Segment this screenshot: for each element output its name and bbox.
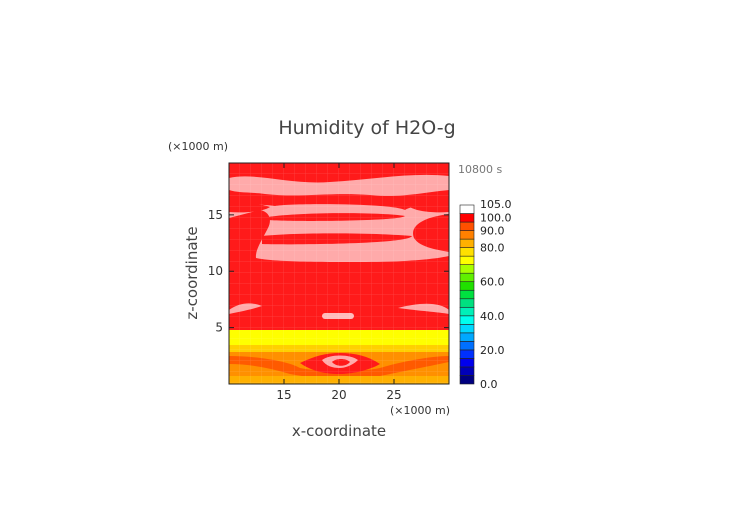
y-axis-ticks: 5 10 15 bbox=[208, 208, 449, 335]
colorbar-swatch bbox=[459, 298, 475, 308]
colorbar-swatch bbox=[459, 230, 475, 240]
colorbar-swatch bbox=[459, 281, 475, 291]
colorbar-swatch bbox=[459, 332, 475, 342]
y-axis-label: z-coordinate bbox=[183, 226, 201, 319]
colorbar-swatch bbox=[459, 247, 475, 257]
y-unit-label: (×1000 m) bbox=[168, 140, 228, 153]
colorbar-swatch bbox=[459, 349, 475, 359]
contour-field bbox=[229, 163, 449, 384]
colorbar-swatch bbox=[459, 272, 475, 283]
y-tick-label: 10 bbox=[208, 264, 223, 278]
colorbar-swatch bbox=[459, 221, 475, 231]
colorbar-swatch bbox=[459, 289, 475, 300]
colorbar-tick-label: 40.0 bbox=[480, 310, 505, 323]
colorbar-tick-label: 60.0 bbox=[480, 276, 505, 289]
colorbar-swatch bbox=[459, 341, 475, 351]
colorbar-swatch bbox=[459, 358, 475, 368]
y-tick-label: 15 bbox=[208, 208, 223, 222]
x-axis-label: x-coordinate bbox=[292, 422, 386, 440]
colorbar-swatch bbox=[459, 213, 475, 223]
x-tick-label: 25 bbox=[386, 388, 401, 402]
x-tick-label: 20 bbox=[331, 388, 346, 402]
colorbar-swatch bbox=[459, 306, 475, 317]
colorbar-tick-label: 100.0 bbox=[480, 212, 512, 225]
colorbar-swatch bbox=[459, 204, 475, 214]
time-label: 10800 s bbox=[458, 163, 502, 176]
x-unit-label: (×1000 m) bbox=[390, 404, 450, 417]
colorbar-tick-label: 90.0 bbox=[480, 225, 505, 238]
x-axis-ticks: 15 20 25 bbox=[276, 163, 402, 402]
x-tick-label: 15 bbox=[276, 388, 291, 402]
y-tick-label: 5 bbox=[215, 321, 223, 335]
colorbar-tick-label: 105.0 bbox=[480, 198, 512, 211]
colorbar-swatch bbox=[459, 375, 475, 385]
colorbar-tick-label: 80.0 bbox=[480, 242, 505, 255]
colorbar-swatch bbox=[459, 255, 475, 265]
colorbar-swatch bbox=[459, 238, 475, 248]
cell-grid bbox=[229, 163, 449, 384]
colorbar-tick-label: 20.0 bbox=[480, 344, 505, 357]
chart-title: Humidity of H2O-g bbox=[278, 117, 455, 139]
colorbar-swatch bbox=[459, 366, 475, 376]
colorbar-swatch bbox=[459, 324, 475, 334]
colorbar-swatch bbox=[459, 315, 475, 325]
colorbar-swatch bbox=[459, 264, 475, 274]
colorbar-tick-label: 0.0 bbox=[480, 378, 498, 391]
